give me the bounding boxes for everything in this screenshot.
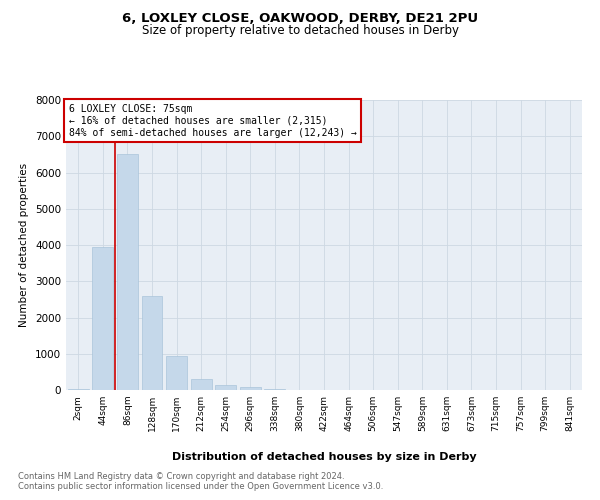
- Bar: [215, 386, 236, 390]
- Text: Size of property relative to detached houses in Derby: Size of property relative to detached ho…: [142, 24, 458, 37]
- Bar: [68, 389, 89, 390]
- Bar: [166, 356, 187, 390]
- Y-axis label: Number of detached properties: Number of detached properties: [19, 163, 29, 327]
- Text: Distribution of detached houses by size in Derby: Distribution of detached houses by size …: [172, 452, 476, 462]
- Text: 6 LOXLEY CLOSE: 75sqm
← 16% of detached houses are smaller (2,315)
84% of semi-d: 6 LOXLEY CLOSE: 75sqm ← 16% of detached …: [68, 104, 356, 138]
- Bar: [117, 154, 138, 390]
- Bar: [265, 388, 286, 390]
- Text: Contains public sector information licensed under the Open Government Licence v3: Contains public sector information licen…: [18, 482, 383, 491]
- Bar: [191, 379, 212, 390]
- Bar: [240, 388, 261, 390]
- Text: Contains HM Land Registry data © Crown copyright and database right 2024.: Contains HM Land Registry data © Crown c…: [18, 472, 344, 481]
- Bar: [92, 247, 113, 390]
- Text: 6, LOXLEY CLOSE, OAKWOOD, DERBY, DE21 2PU: 6, LOXLEY CLOSE, OAKWOOD, DERBY, DE21 2P…: [122, 12, 478, 26]
- Bar: [142, 296, 163, 390]
